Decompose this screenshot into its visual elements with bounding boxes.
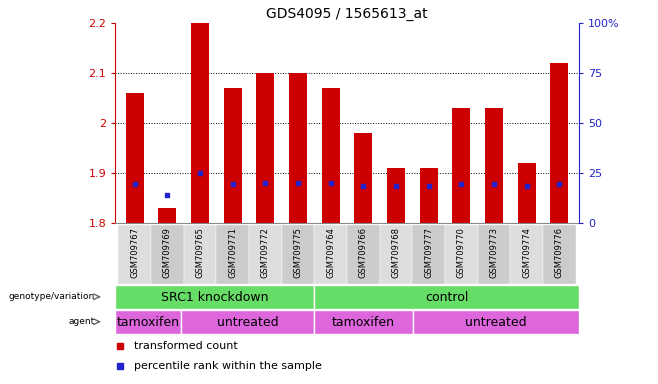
Text: GSM709777: GSM709777 xyxy=(424,227,433,278)
Bar xyxy=(485,108,503,223)
Text: untreated: untreated xyxy=(217,316,278,329)
Bar xyxy=(420,168,438,223)
Bar xyxy=(453,108,470,223)
Text: GSM709770: GSM709770 xyxy=(457,227,466,278)
Bar xyxy=(115,310,182,334)
Bar xyxy=(413,310,579,334)
Bar xyxy=(355,133,372,223)
Bar xyxy=(478,225,511,284)
Bar xyxy=(257,73,274,223)
Text: untreated: untreated xyxy=(465,316,527,329)
Bar xyxy=(126,93,143,223)
Text: GSM709774: GSM709774 xyxy=(522,227,531,278)
Text: GSM709765: GSM709765 xyxy=(195,227,205,278)
Bar xyxy=(543,225,576,284)
Bar xyxy=(322,88,340,223)
Text: SRC1 knockdown: SRC1 knockdown xyxy=(161,291,268,304)
Text: GSM709766: GSM709766 xyxy=(359,227,368,278)
Text: tamoxifen: tamoxifen xyxy=(332,316,395,329)
Bar xyxy=(224,88,241,223)
Bar xyxy=(314,310,413,334)
Text: GSM709776: GSM709776 xyxy=(555,227,564,278)
Text: GSM709771: GSM709771 xyxy=(228,227,238,278)
Text: GSM709773: GSM709773 xyxy=(490,227,499,278)
Bar xyxy=(315,225,347,284)
Text: control: control xyxy=(425,291,468,304)
Text: GSM709772: GSM709772 xyxy=(261,227,270,278)
Bar xyxy=(182,310,314,334)
Bar xyxy=(191,23,209,223)
Bar xyxy=(159,208,176,223)
Bar xyxy=(151,225,184,284)
Bar xyxy=(551,63,569,223)
Text: GSM709769: GSM709769 xyxy=(163,227,172,278)
Text: GSM709775: GSM709775 xyxy=(293,227,303,278)
Text: GSM709764: GSM709764 xyxy=(326,227,336,278)
Bar xyxy=(282,225,315,284)
Bar xyxy=(518,163,536,223)
Bar xyxy=(115,285,314,309)
Bar xyxy=(511,225,543,284)
Text: GSM709768: GSM709768 xyxy=(392,227,401,278)
Bar xyxy=(347,225,380,284)
Title: GDS4095 / 1565613_at: GDS4095 / 1565613_at xyxy=(266,7,428,21)
Bar xyxy=(445,225,478,284)
Bar xyxy=(387,168,405,223)
Bar xyxy=(118,225,151,284)
Bar xyxy=(216,225,249,284)
Bar xyxy=(249,225,282,284)
Bar xyxy=(314,285,579,309)
Text: agent: agent xyxy=(68,317,95,326)
Bar xyxy=(380,225,413,284)
Bar xyxy=(184,225,216,284)
Bar xyxy=(413,225,445,284)
Text: genotype/variation: genotype/variation xyxy=(8,292,95,301)
Bar xyxy=(289,73,307,223)
Text: percentile rank within the sample: percentile rank within the sample xyxy=(134,361,322,371)
Text: GSM709767: GSM709767 xyxy=(130,227,139,278)
Text: tamoxifen: tamoxifen xyxy=(116,316,180,329)
Text: transformed count: transformed count xyxy=(134,341,238,351)
